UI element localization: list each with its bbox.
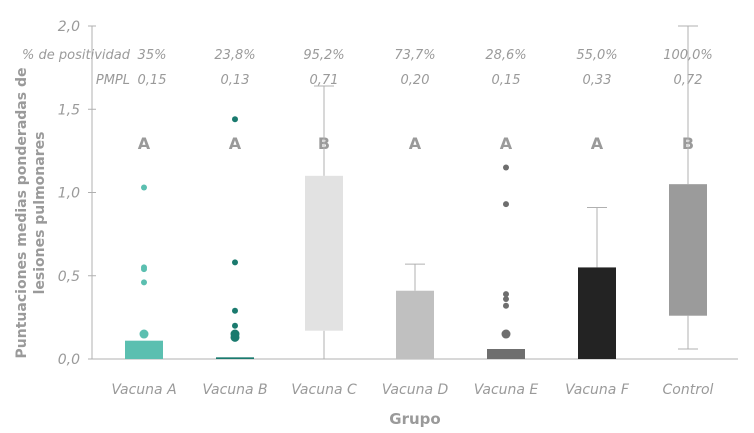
outlier-point: [141, 266, 147, 273]
positivity-value: 55,0%: [576, 48, 617, 63]
outlier-point: [230, 332, 240, 342]
y-tick-label: 2,0: [58, 19, 80, 35]
positivity-value: 95,2%: [303, 48, 344, 63]
x-category-label: Vacuna E: [474, 382, 539, 398]
significance-letter: A: [409, 134, 422, 153]
pmpl-row-label: PMPL: [96, 73, 130, 88]
positivity-value: 73,7%: [394, 48, 435, 63]
outlier-point: [232, 307, 238, 314]
box: [125, 340, 163, 359]
box: [578, 267, 616, 359]
positivity-value: 28,6%: [485, 48, 526, 63]
y-axis-label-line-2: lesiones pulmonares: [32, 132, 48, 295]
outlier-point: [141, 184, 147, 191]
pmpl-value: 0,13: [221, 73, 250, 88]
x-category-label: Vacuna C: [291, 382, 357, 398]
y-tick-label: 1,0: [58, 186, 80, 202]
significance-letter: A: [591, 134, 604, 153]
significance-letter: A: [138, 134, 151, 153]
summary-rows: % de positividad PMPL 35% 0,15 23,8% 0,13 95,2…: [22, 48, 713, 88]
outlier-point: [503, 291, 509, 298]
x-category-label: Vacuna B: [202, 382, 267, 398]
x-axis-label: Grupo: [389, 410, 440, 428]
significance-letter: A: [500, 134, 513, 153]
box: [396, 290, 434, 359]
pmpl-value: 0,33: [583, 73, 612, 88]
y-tick-label: 0,0: [58, 352, 80, 368]
pmpl-value: 0,15: [138, 73, 167, 88]
pmpl-value: 0,20: [401, 73, 430, 88]
outlier-point: [232, 322, 238, 329]
box: [669, 184, 707, 316]
box: [305, 175, 343, 331]
y-tick-label: 1,5: [58, 102, 80, 118]
y-tick-label: 0,5: [58, 269, 80, 285]
outlier-point: [141, 279, 147, 286]
pmpl-value: 0,15: [492, 73, 521, 88]
y-axis-label-line-1: Puntuaciones medias ponderadas de: [14, 68, 30, 359]
outlier-point: [503, 296, 509, 303]
pmpl-value: 0,71: [310, 73, 339, 88]
significance-letter: A: [229, 134, 242, 153]
outlier-point: [139, 329, 149, 339]
y-axis: 0,0 0,5 1,0 1,5 2,0: [58, 19, 738, 368]
outlier-point: [232, 116, 238, 123]
box: [216, 357, 254, 359]
x-category-label: Control: [663, 382, 714, 398]
outlier-point: [232, 259, 238, 266]
box: [487, 349, 525, 359]
outlier-point: [501, 329, 511, 339]
x-category-label: Vacuna F: [565, 382, 630, 398]
outlier-point: [503, 164, 509, 171]
outlier-point: [503, 201, 509, 208]
positivity-value: 23,8%: [214, 48, 255, 63]
outlier-point: [503, 302, 509, 309]
x-axis-categories: Vacuna A Vacuna B Vacuna C Vacuna D Vacuna E…: [111, 382, 713, 398]
x-category-label: Vacuna D: [382, 382, 449, 398]
positivity-value: 35%: [138, 48, 167, 63]
positivity-row-label: % de positividad: [22, 48, 131, 63]
x-category-label: Vacuna A: [111, 382, 176, 398]
